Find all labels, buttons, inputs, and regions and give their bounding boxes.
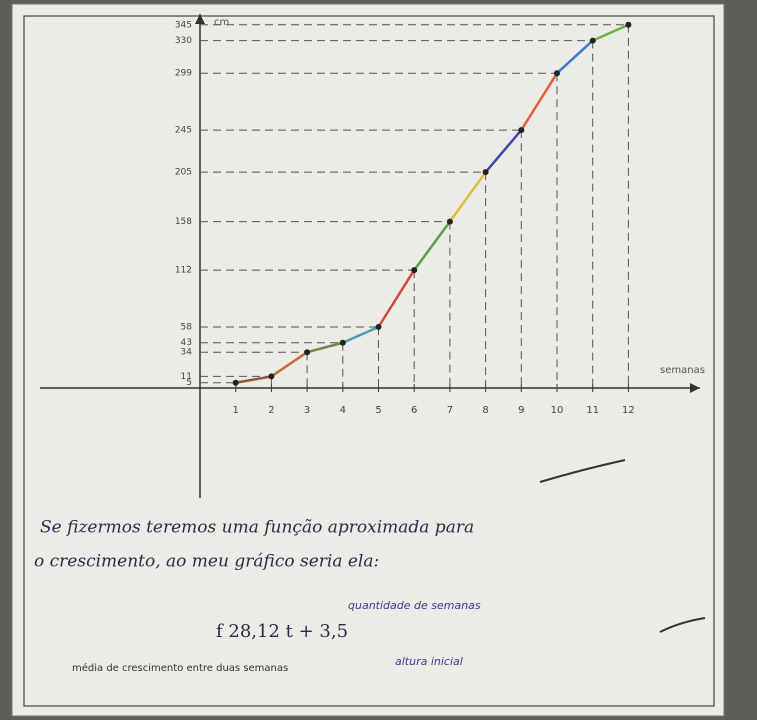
y-tick-label: 34 <box>181 348 193 358</box>
data-point <box>233 380 239 386</box>
data-point <box>554 70 560 76</box>
data-point <box>411 267 417 273</box>
y-tick-label: 205 <box>175 168 192 178</box>
x-tick-label: 9 <box>518 405 524 416</box>
data-point <box>483 169 489 175</box>
data-point <box>518 127 524 133</box>
y-tick-label: 330 <box>175 36 192 46</box>
y-tick-label: 345 <box>175 20 192 30</box>
text-line: o crescimento, ao meu gráfico seria ela: <box>34 552 379 572</box>
y-tick-label: 112 <box>175 266 192 276</box>
y-tick-label: 58 <box>181 322 193 332</box>
x-tick-label: 1 <box>233 405 239 416</box>
page: cm semanas Se fizermos teremos uma funçã… <box>0 0 757 720</box>
photo: cm semanas Se fizermos teremos uma funçã… <box>0 0 757 720</box>
data-point <box>447 219 453 225</box>
y-tick-label: 299 <box>175 69 192 79</box>
x-tick-label: 3 <box>304 405 310 416</box>
y-axis-label: cm <box>214 17 229 28</box>
data-point <box>590 38 596 44</box>
x-tick-label: 4 <box>340 405 346 416</box>
x-tick-label: 12 <box>622 405 635 416</box>
y-tick-label: 158 <box>175 217 192 227</box>
x-tick-label: 6 <box>411 405 417 416</box>
note: média de crescimento entre duas semanas <box>72 662 288 674</box>
x-tick-label: 8 <box>482 405 488 416</box>
x-tick-label: 2 <box>268 405 274 416</box>
note: quantidade de semanas <box>348 599 481 612</box>
data-point <box>304 349 310 355</box>
data-point <box>340 340 346 346</box>
data-point <box>376 324 382 330</box>
x-axis-label: semanas <box>660 365 705 376</box>
x-tick-label: 5 <box>375 405 381 416</box>
y-tick-label: 43 <box>181 338 192 348</box>
x-tick-label: 10 <box>551 405 564 416</box>
data-point <box>625 22 631 28</box>
note: altura inicial <box>395 655 463 668</box>
y-tick-label: 11 <box>181 372 192 382</box>
formula: f 28,12 t + 3,5 <box>216 621 348 642</box>
x-tick-label: 11 <box>586 405 599 416</box>
y-tick-label: 245 <box>175 126 192 136</box>
data-point <box>268 373 274 379</box>
text-line: Se fizermos teremos uma função aproximad… <box>40 518 474 538</box>
x-tick-label: 7 <box>447 405 453 416</box>
